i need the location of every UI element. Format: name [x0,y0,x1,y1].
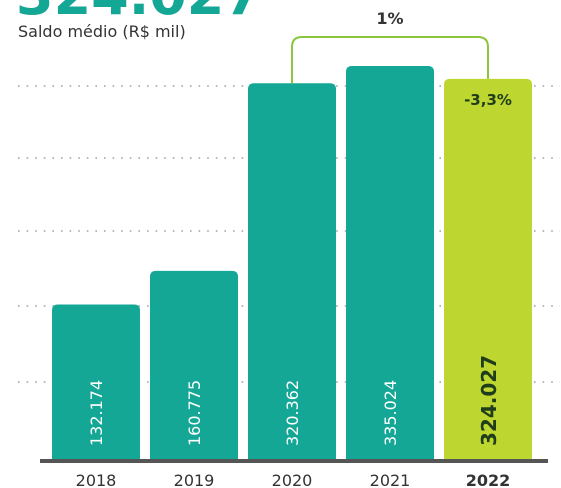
x-tick-label: 2022 [466,471,511,488]
value-label: 160.775 [185,380,204,446]
chart-subtitle: Saldo médio (R$ mil) [18,22,186,41]
bar [150,270,238,460]
bar [444,78,532,460]
value-label: 132.174 [87,380,106,446]
chart-title: 324.027 [16,0,262,27]
annotation: -3,3% [464,91,512,109]
value-label: 335.024 [381,380,400,446]
x-tick-label: 2021 [370,471,411,488]
bar [52,304,140,460]
bracket [291,36,489,84]
annotation: 1% [376,9,403,28]
value-label: 324.027 [477,355,501,446]
bar [346,66,434,460]
x-tick-label: 2018 [76,471,117,488]
x-tick-label: 2019 [174,471,215,488]
value-label: 320.362 [283,380,302,446]
bar [248,83,336,460]
x-tick-label: 2020 [272,471,313,488]
